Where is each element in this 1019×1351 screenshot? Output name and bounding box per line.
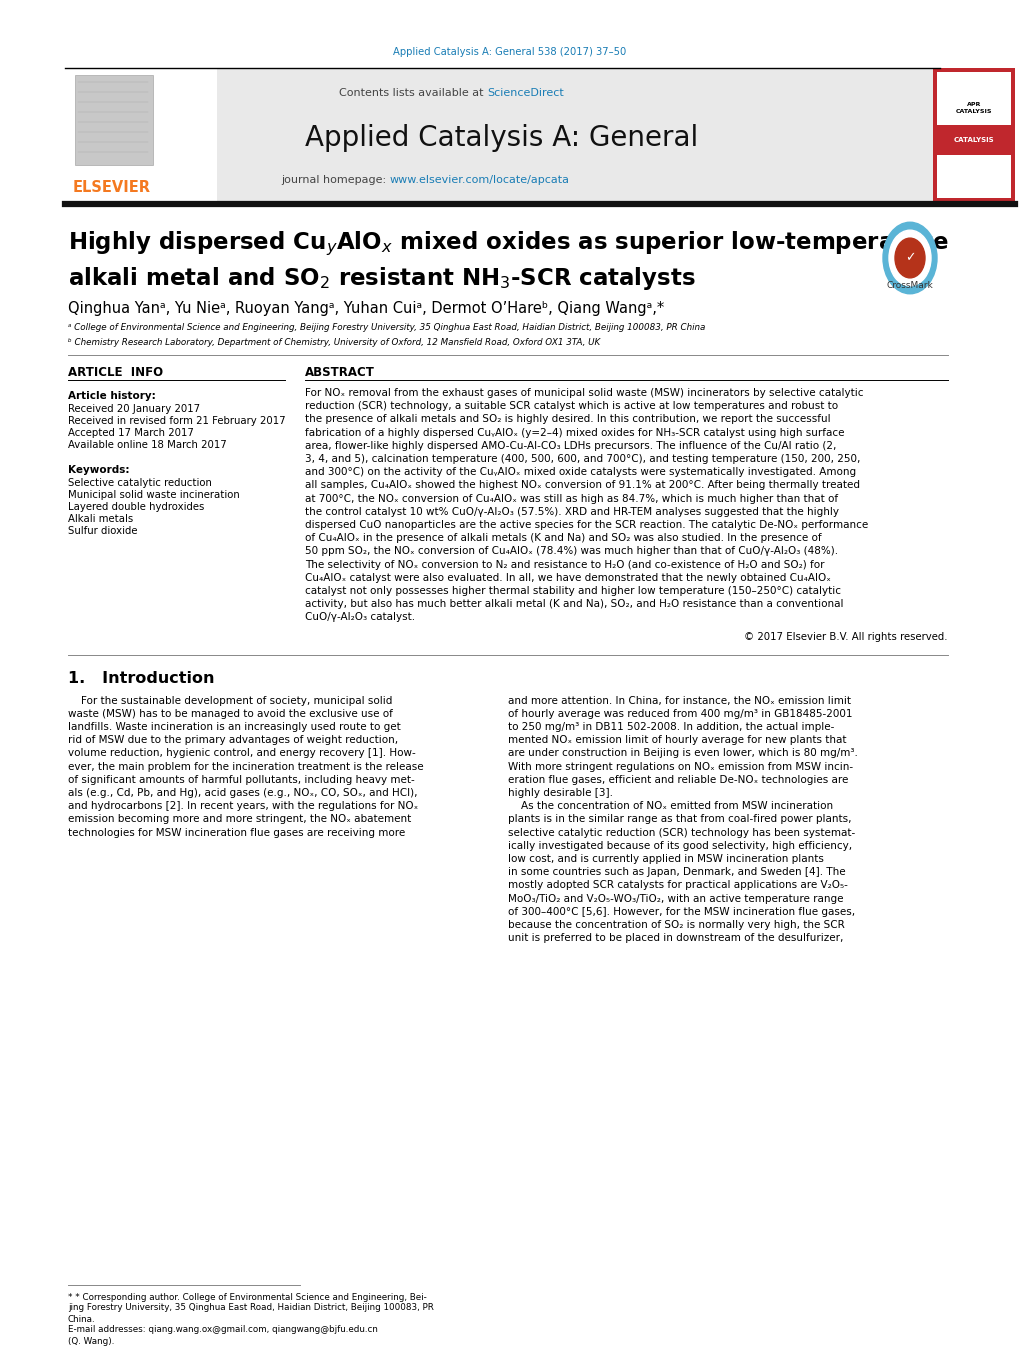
Text: area, flower-like highly dispersed AMO-Cu-Al-CO₃ LDHs precursors. The influence : area, flower-like highly dispersed AMO-C… bbox=[305, 440, 836, 451]
Text: ABSTRACT: ABSTRACT bbox=[305, 366, 375, 380]
Text: and more attention. In China, for instance, the NOₓ emission limit: and more attention. In China, for instan… bbox=[507, 696, 850, 705]
Text: dispersed CuO nanoparticles are the active species for the SCR reaction. The cat: dispersed CuO nanoparticles are the acti… bbox=[305, 520, 867, 530]
Text: Article history:: Article history: bbox=[68, 390, 156, 401]
Circle shape bbox=[882, 222, 936, 293]
Text: China.: China. bbox=[68, 1315, 96, 1324]
Text: highly desirable [3].: highly desirable [3]. bbox=[507, 788, 612, 798]
Text: ✓: ✓ bbox=[904, 251, 914, 265]
Text: Contents lists available at: Contents lists available at bbox=[338, 88, 486, 99]
Text: (Q. Wang).: (Q. Wang). bbox=[68, 1336, 114, 1346]
Text: Sulfur dioxide: Sulfur dioxide bbox=[68, 526, 138, 536]
Text: Accepted 17 March 2017: Accepted 17 March 2017 bbox=[68, 428, 194, 438]
Text: of hourly average was reduced from 400 mg/m³ in GB18485-2001: of hourly average was reduced from 400 m… bbox=[507, 709, 852, 719]
Text: Received 20 January 2017: Received 20 January 2017 bbox=[68, 404, 200, 413]
Text: alkali metal and SO$_2$ resistant NH$_3$-SCR catalysts: alkali metal and SO$_2$ resistant NH$_3$… bbox=[68, 265, 695, 292]
Text: Layered double hydroxides: Layered double hydroxides bbox=[68, 503, 204, 512]
Text: ever, the main problem for the incineration treatment is the release: ever, the main problem for the incinerat… bbox=[68, 762, 423, 771]
Text: Municipal solid waste incineration: Municipal solid waste incineration bbox=[68, 490, 239, 500]
Text: CATALYSIS: CATALYSIS bbox=[953, 136, 994, 143]
Text: emission becoming more and more stringent, the NOₓ abatement: emission becoming more and more stringen… bbox=[68, 815, 411, 824]
Bar bbox=[936, 72, 1010, 199]
Text: low cost, and is currently applied in MSW incineration plants: low cost, and is currently applied in MS… bbox=[507, 854, 823, 865]
Text: fabrication of a highly dispersed CuᵧAlOₓ (y=2–4) mixed oxides for NH₃-SCR catal: fabrication of a highly dispersed CuᵧAlO… bbox=[305, 428, 844, 438]
Text: Available online 18 March 2017: Available online 18 March 2017 bbox=[68, 440, 226, 450]
Text: With more stringent regulations on NOₓ emission from MSW incin-: With more stringent regulations on NOₓ e… bbox=[507, 762, 852, 771]
Text: CuO/γ-Al₂O₃ catalyst.: CuO/γ-Al₂O₃ catalyst. bbox=[305, 612, 415, 623]
Text: MoO₃/TiO₂ and V₂O₅-WO₃/TiO₂, with an active temperature range: MoO₃/TiO₂ and V₂O₅-WO₃/TiO₂, with an act… bbox=[507, 893, 843, 904]
Text: Qinghua Yanᵃ, Yu Nieᵃ, Ruoyan Yangᵃ, Yuhan Cuiᵃ, Dermot O’Hareᵇ, Qiang Wangᵃ,*: Qinghua Yanᵃ, Yu Nieᵃ, Ruoyan Yangᵃ, Yuh… bbox=[68, 300, 663, 316]
Bar bbox=[936, 126, 1010, 155]
Text: rid of MSW due to the primary advantages of weight reduction,: rid of MSW due to the primary advantages… bbox=[68, 735, 397, 746]
Text: and 300°C) on the activity of the CuᵧAlOₓ mixed oxide catalysts were systematica: and 300°C) on the activity of the CuᵧAlO… bbox=[305, 467, 855, 477]
Text: catalyst not only possesses higher thermal stability and higher low temperature : catalyst not only possesses higher therm… bbox=[305, 586, 841, 596]
Text: Applied Catalysis A: General: Applied Catalysis A: General bbox=[305, 124, 698, 153]
Text: waste (MSW) has to be managed to avoid the exclusive use of: waste (MSW) has to be managed to avoid t… bbox=[68, 709, 392, 719]
Text: For NOₓ removal from the exhaust gases of municipal solid waste (MSW) incinerato: For NOₓ removal from the exhaust gases o… bbox=[305, 388, 863, 399]
Text: ᵇ Chemistry Research Laboratory, Department of Chemistry, University of Oxford, : ᵇ Chemistry Research Laboratory, Departm… bbox=[68, 338, 599, 346]
Text: For the sustainable development of society, municipal solid: For the sustainable development of socie… bbox=[68, 696, 392, 705]
Text: mented NOₓ emission limit of hourly average for new plants that: mented NOₓ emission limit of hourly aver… bbox=[507, 735, 846, 746]
Text: of significant amounts of harmful pollutants, including heavy met-: of significant amounts of harmful pollut… bbox=[68, 775, 415, 785]
Text: As the concentration of NOₓ emitted from MSW incineration: As the concentration of NOₓ emitted from… bbox=[507, 801, 833, 811]
Text: 50 ppm SO₂, the NOₓ conversion of Cu₄AlOₓ (78.4%) was much higher than that of C: 50 ppm SO₂, the NOₓ conversion of Cu₄AlO… bbox=[305, 546, 838, 557]
Text: reduction (SCR) technology, a suitable SCR catalyst which is active at low tempe: reduction (SCR) technology, a suitable S… bbox=[305, 401, 838, 411]
Text: to 250 mg/m³ in DB11 502-2008. In addition, the actual imple-: to 250 mg/m³ in DB11 502-2008. In additi… bbox=[507, 721, 834, 732]
Text: in some countries such as Japan, Denmark, and Sweden [4]. The: in some countries such as Japan, Denmark… bbox=[507, 867, 845, 877]
Text: 1.   Introduction: 1. Introduction bbox=[68, 671, 214, 686]
Text: because the concentration of SO₂ is normally very high, the SCR: because the concentration of SO₂ is norm… bbox=[507, 920, 844, 929]
Text: * * Corresponding author. College of Environmental Science and Engineering, Bei-: * * Corresponding author. College of Env… bbox=[68, 1293, 426, 1301]
Text: jing Forestry University, 35 Qinghua East Road, Haidian District, Beijing 100083: jing Forestry University, 35 Qinghua Eas… bbox=[68, 1304, 433, 1313]
Text: volume reduction, hygienic control, and energy recovery [1]. How-: volume reduction, hygienic control, and … bbox=[68, 748, 416, 758]
Text: selective catalytic reduction (SCR) technology has been systemat-: selective catalytic reduction (SCR) tech… bbox=[507, 828, 854, 838]
Text: CrossMark: CrossMark bbox=[886, 281, 932, 289]
Text: ELSEVIER: ELSEVIER bbox=[73, 181, 151, 196]
Text: © 2017 Elsevier B.V. All rights reserved.: © 2017 Elsevier B.V. All rights reserved… bbox=[744, 632, 947, 642]
Text: www.elsevier.com/locate/apcata: www.elsevier.com/locate/apcata bbox=[389, 176, 570, 185]
Text: ically investigated because of its good selectivity, high efficiency,: ically investigated because of its good … bbox=[507, 840, 851, 851]
Text: journal homepage:: journal homepage: bbox=[281, 176, 389, 185]
Bar bbox=[65, 68, 940, 203]
Bar bbox=[75, 76, 153, 165]
Text: The selectivity of NOₓ conversion to N₂ and resistance to H₂O (and co-existence : The selectivity of NOₓ conversion to N₂ … bbox=[305, 559, 823, 570]
Text: the presence of alkali metals and SO₂ is highly desired. In this contribution, w: the presence of alkali metals and SO₂ is… bbox=[305, 415, 829, 424]
Text: Cu₄AlOₓ catalyst were also evaluated. In all, we have demonstrated that the newl: Cu₄AlOₓ catalyst were also evaluated. In… bbox=[305, 573, 830, 582]
Text: mostly adopted SCR catalysts for practical applications are V₂O₅-: mostly adopted SCR catalysts for practic… bbox=[507, 881, 847, 890]
Text: technologies for MSW incineration flue gases are receiving more: technologies for MSW incineration flue g… bbox=[68, 828, 405, 838]
Text: E-mail addresses: qiang.wang.ox@gmail.com, qiangwang@bjfu.edu.cn: E-mail addresses: qiang.wang.ox@gmail.co… bbox=[68, 1325, 377, 1335]
Text: 3, 4, and 5), calcination temperature (400, 500, 600, and 700°C), and testing te: 3, 4, and 5), calcination temperature (4… bbox=[305, 454, 860, 463]
Text: Applied Catalysis A: General 538 (2017) 37–50: Applied Catalysis A: General 538 (2017) … bbox=[393, 47, 626, 57]
Circle shape bbox=[889, 230, 930, 286]
Text: are under construction in Beijing is even lower, which is 80 mg/m³.: are under construction in Beijing is eve… bbox=[507, 748, 857, 758]
Text: Received in revised form 21 February 2017: Received in revised form 21 February 201… bbox=[68, 416, 285, 426]
Text: eration flue gases, efficient and reliable De-NOₓ technologies are: eration flue gases, efficient and reliab… bbox=[507, 775, 848, 785]
Text: of 300–400°C [5,6]. However, for the MSW incineration flue gases,: of 300–400°C [5,6]. However, for the MSW… bbox=[507, 907, 854, 917]
Text: ᵃ College of Environmental Science and Engineering, Beijing Forestry University,: ᵃ College of Environmental Science and E… bbox=[68, 323, 705, 332]
Text: and hydrocarbons [2]. In recent years, with the regulations for NOₓ: and hydrocarbons [2]. In recent years, w… bbox=[68, 801, 418, 811]
Bar bbox=[65, 68, 217, 203]
Text: activity, but also has much better alkali metal (K and Na), SO₂, and H₂O resista: activity, but also has much better alkal… bbox=[305, 600, 843, 609]
Text: als (e.g., Cd, Pb, and Hg), acid gases (e.g., NOₓ, CO, SOₓ, and HCl),: als (e.g., Cd, Pb, and Hg), acid gases (… bbox=[68, 788, 417, 798]
Text: at 700°C, the NOₓ conversion of Cu₄AlOₓ was still as high as 84.7%, which is muc: at 700°C, the NOₓ conversion of Cu₄AlOₓ … bbox=[305, 493, 838, 504]
Text: ARTICLE  INFO: ARTICLE INFO bbox=[68, 366, 163, 380]
Text: Alkali metals: Alkali metals bbox=[68, 513, 133, 524]
Circle shape bbox=[894, 238, 924, 278]
Text: all samples, Cu₄AlOₓ showed the highest NOₓ conversion of 91.1% at 200°C. After : all samples, Cu₄AlOₓ showed the highest … bbox=[305, 481, 859, 490]
Text: Keywords:: Keywords: bbox=[68, 465, 129, 476]
Text: landfills. Waste incineration is an increasingly used route to get: landfills. Waste incineration is an incr… bbox=[68, 721, 400, 732]
Text: APR
CATALYSIS: APR CATALYSIS bbox=[955, 103, 991, 113]
Bar bbox=[932, 68, 1014, 203]
Text: the control catalyst 10 wt% CuO/γ-Al₂O₃ (57.5%). XRD and HR-TEM analyses suggest: the control catalyst 10 wt% CuO/γ-Al₂O₃ … bbox=[305, 507, 839, 517]
Text: unit is preferred to be placed in downstream of the desulfurizer,: unit is preferred to be placed in downst… bbox=[507, 934, 843, 943]
Text: ScienceDirect: ScienceDirect bbox=[486, 88, 564, 99]
Text: Selective catalytic reduction: Selective catalytic reduction bbox=[68, 478, 212, 488]
Text: of Cu₄AlOₓ in the presence of alkali metals (K and Na) and SO₂ was also studied.: of Cu₄AlOₓ in the presence of alkali met… bbox=[305, 534, 821, 543]
Text: plants is in the similar range as that from coal-fired power plants,: plants is in the similar range as that f… bbox=[507, 815, 851, 824]
Text: Highly dispersed Cu$_y$AlO$_x$ mixed oxides as superior low-temperature: Highly dispersed Cu$_y$AlO$_x$ mixed oxi… bbox=[68, 230, 948, 258]
